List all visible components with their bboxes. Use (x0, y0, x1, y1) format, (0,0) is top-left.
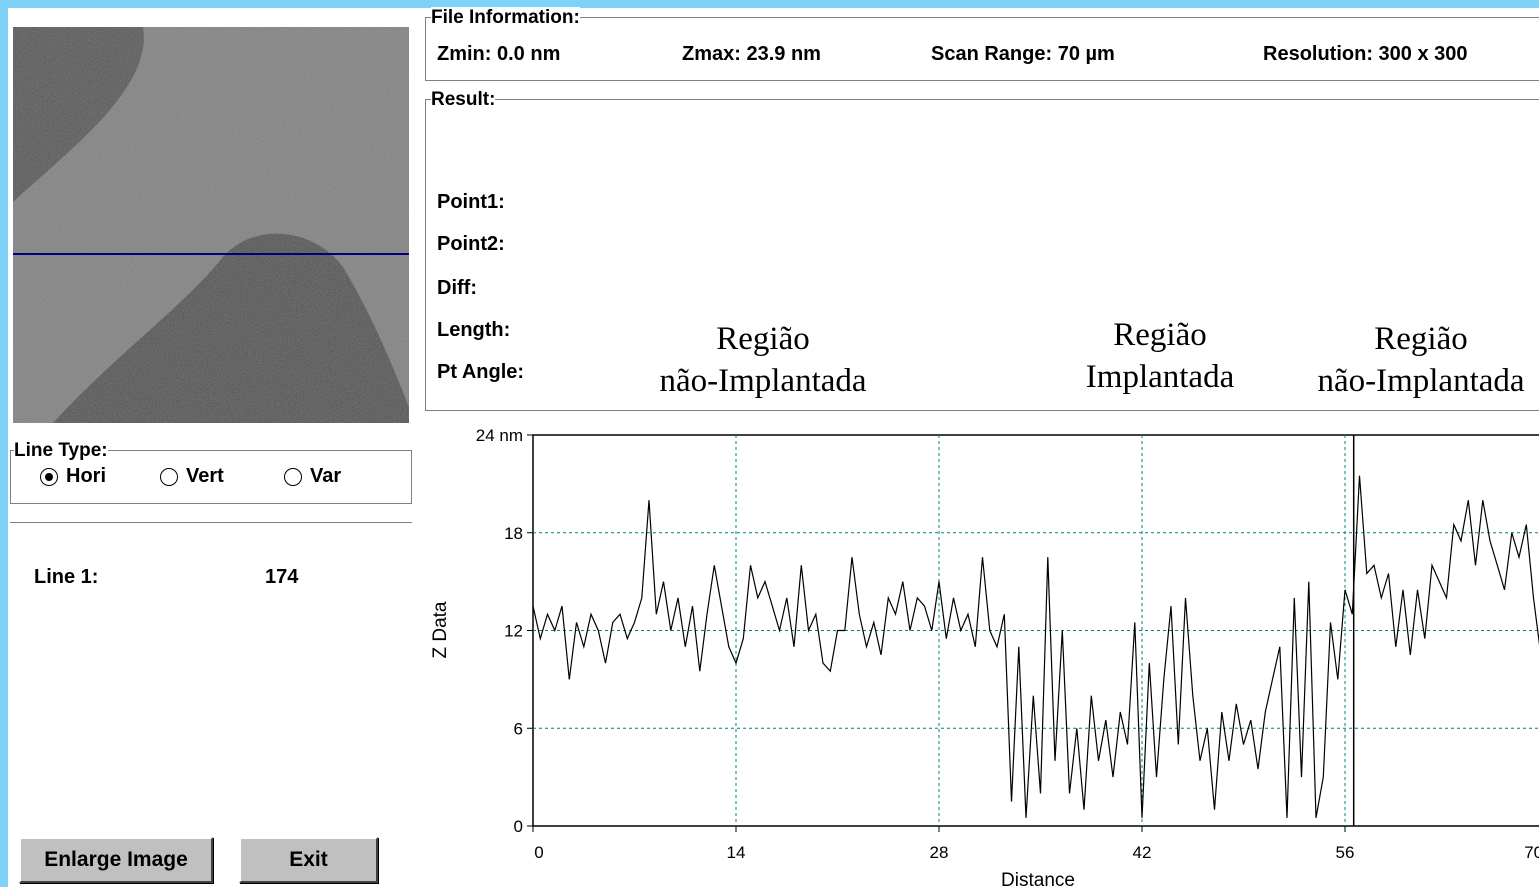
y-axis-label: Z Data (430, 601, 451, 658)
y-tick-label: 18 (504, 524, 523, 543)
group-label: File Information: (431, 7, 580, 29)
y-tick-label: 0 (514, 817, 523, 836)
radio-dot (45, 472, 53, 481)
y-tick-label: 24 nm (476, 426, 523, 445)
resolution: Resolution: 300 x 300 (1263, 43, 1468, 65)
radio-circle[interactable] (40, 467, 58, 486)
x-tick-label: 14 (727, 843, 746, 862)
region-annotation: Região não-Implantada (613, 318, 913, 402)
x-axis-label: Distance (1001, 870, 1075, 887)
radio-circle[interactable] (284, 467, 302, 486)
radio-option[interactable]: Hori (40, 465, 106, 488)
scan-range: Scan Range: 70 µm (931, 43, 1115, 65)
group-label: Result: (431, 89, 496, 111)
annotation-line: não-Implantada (659, 363, 867, 399)
line-value: 174 (265, 566, 299, 588)
y-tick-label: 12 (504, 622, 523, 641)
radio-label[interactable]: Vert (186, 465, 224, 487)
region-annotation: Região não-Implantada (1271, 318, 1539, 402)
radio-label[interactable]: Var (310, 465, 342, 487)
enlarge-button[interactable]: Enlarge Image (19, 837, 213, 883)
group-label: Line Type: (14, 440, 108, 462)
x-tick-label: 70 µm (1524, 843, 1539, 862)
separator (10, 522, 412, 523)
afm-image (13, 27, 409, 423)
profile-chart: 0 6 12 18 24 nm 0 14 28 42 56 70 µm Distance Z Data (430, 426, 1539, 887)
annotation-line: Região (716, 321, 810, 357)
result-group (425, 99, 1539, 411)
y-tick-label: 6 (514, 719, 523, 738)
annotation-line: Região (1113, 317, 1207, 353)
x-tick-label: 56 (1336, 843, 1355, 862)
annotation-line: não-Implantada (1317, 363, 1525, 399)
field-label: Diff: (437, 277, 477, 299)
zmin: Zmin: 0.0 nm (437, 43, 561, 65)
radio-option[interactable]: Var (284, 465, 341, 488)
file-info-group (425, 17, 1539, 81)
x-tick-label: 42 (1133, 843, 1152, 862)
field-label: Pt Angle: (437, 361, 525, 383)
annotation-line: Implantada (1085, 359, 1235, 395)
field-label: Length: (437, 319, 511, 341)
x-tick-label: 28 (930, 843, 949, 862)
line-label: Line 1: (34, 566, 99, 588)
zmax: Zmax: 23.9 nm (682, 43, 821, 65)
radio-circle[interactable] (160, 467, 178, 486)
region-annotation: Região Implantada (1010, 314, 1310, 398)
annotation-line: Região (1374, 321, 1468, 357)
exit-button[interactable]: Exit (239, 837, 378, 883)
x-tick-label: 0 (534, 843, 543, 862)
field-label: Point2: (437, 233, 505, 255)
line-type-group (10, 450, 412, 504)
field-label: Point1: (437, 191, 505, 213)
profile-line (532, 475, 1539, 819)
radio-option[interactable]: Vert (160, 465, 224, 488)
radio-label[interactable]: Hori (66, 465, 106, 487)
